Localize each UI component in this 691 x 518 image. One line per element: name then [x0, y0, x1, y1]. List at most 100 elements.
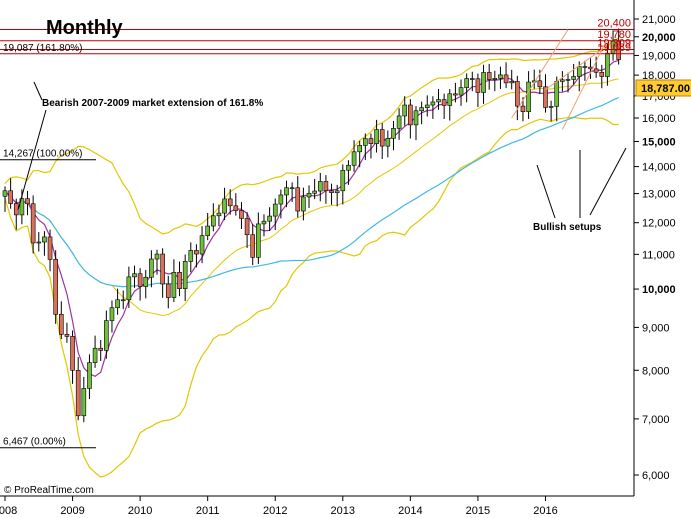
candle-body	[363, 138, 368, 146]
candle-body	[492, 78, 498, 80]
fib-label: 19,087 (161.80%)	[3, 43, 83, 54]
candle-body	[53, 259, 58, 315]
candle	[2, 186, 8, 212]
x-tick-label: 2010	[128, 505, 152, 517]
candle-body	[75, 369, 81, 417]
fib-label: 14,267 (100.00%)	[3, 149, 83, 160]
y-axis: 6,000 7,000 8,000 9,000 10,000 11,000 12,000 13…	[634, 14, 676, 482]
candle-body	[520, 105, 526, 112]
candle-body	[109, 307, 115, 321]
candle	[227, 189, 233, 215]
y-tick-label: 6,000	[642, 470, 670, 482]
candle	[571, 63, 576, 85]
candle	[126, 266, 132, 308]
candle	[481, 64, 486, 104]
candle-body	[543, 86, 548, 108]
candle	[104, 310, 109, 359]
candle	[211, 203, 216, 232]
candle	[413, 106, 419, 141]
candle-body	[436, 99, 441, 103]
candle	[267, 207, 272, 231]
candle-body	[81, 388, 87, 417]
candle-body	[565, 79, 571, 81]
candle	[132, 265, 137, 288]
trend-line	[545, 49, 603, 90]
candle-body	[312, 190, 317, 194]
candle-body	[177, 272, 182, 289]
candle-body	[160, 253, 165, 285]
candle	[199, 226, 205, 264]
candle	[42, 231, 47, 256]
candle-body	[165, 283, 171, 298]
candle-body	[424, 104, 430, 108]
candle-body	[475, 78, 481, 93]
resistance-label: 19,780	[597, 29, 631, 41]
x-tick-label: 2008	[0, 505, 17, 517]
candle-body	[526, 81, 531, 112]
candle-body	[498, 74, 503, 79]
candle-body	[453, 93, 458, 96]
y-tick-label: 16,000	[642, 113, 676, 125]
candle-body	[391, 128, 396, 139]
candle	[447, 89, 453, 121]
candle-body	[576, 66, 582, 77]
y-tick-label: 20,000	[642, 32, 676, 44]
bearish-pointer-bottom	[17, 109, 47, 211]
candle	[334, 184, 340, 207]
candle-body	[503, 74, 509, 84]
candle	[351, 140, 357, 172]
candle	[396, 108, 402, 140]
last-price-box: 18,787.00	[635, 79, 691, 97]
candle	[222, 187, 227, 221]
last-price-label: 18,787.00	[641, 83, 690, 95]
credit-text: © ProRealTime.com	[4, 485, 94, 496]
candle	[109, 300, 115, 333]
y-tick-label: 9,000	[642, 322, 670, 334]
candle	[182, 254, 188, 302]
candle	[36, 232, 42, 252]
candle-body	[284, 187, 289, 196]
candle-body	[441, 99, 447, 106]
candle-body	[481, 72, 486, 93]
candle	[475, 73, 481, 108]
candle	[58, 301, 64, 340]
candle	[503, 62, 509, 89]
candle	[295, 176, 301, 218]
x-axis: 2008 2009 2010 2011 2012 2013 2014 2015 2016	[0, 496, 558, 517]
candle	[374, 119, 379, 153]
candle	[47, 229, 53, 272]
long-moving-average	[4, 96, 619, 288]
candle	[194, 244, 199, 268]
candle-body	[582, 66, 588, 68]
candle	[25, 190, 30, 216]
y-tick-label: 13,000	[642, 189, 676, 201]
y-tick-label: 7,000	[642, 414, 670, 426]
candle-body	[137, 273, 143, 287]
candle	[560, 71, 565, 92]
candle	[154, 249, 160, 275]
candle-body	[278, 194, 284, 205]
candle-body	[13, 203, 19, 216]
candle	[70, 330, 75, 384]
candle-body	[289, 187, 295, 190]
candle-body	[19, 198, 25, 216]
candle-body	[323, 181, 329, 192]
candle	[98, 339, 104, 362]
candle	[233, 193, 239, 216]
candle-body	[419, 107, 424, 112]
bearish-annotation: Bearish 2007-2009 market extension of 16…	[42, 98, 263, 109]
candle-body	[357, 145, 362, 153]
candle	[205, 212, 210, 241]
candle	[458, 79, 464, 106]
candle	[605, 43, 610, 86]
candle-body	[222, 198, 227, 214]
candle-body	[599, 71, 605, 77]
candle-body	[199, 235, 205, 255]
candle	[312, 178, 317, 200]
candle-body	[227, 198, 233, 207]
candle-body	[396, 115, 402, 129]
bollinger-lower-band	[4, 116, 619, 478]
candle	[149, 250, 154, 288]
candle	[453, 82, 458, 103]
candle	[256, 212, 261, 265]
